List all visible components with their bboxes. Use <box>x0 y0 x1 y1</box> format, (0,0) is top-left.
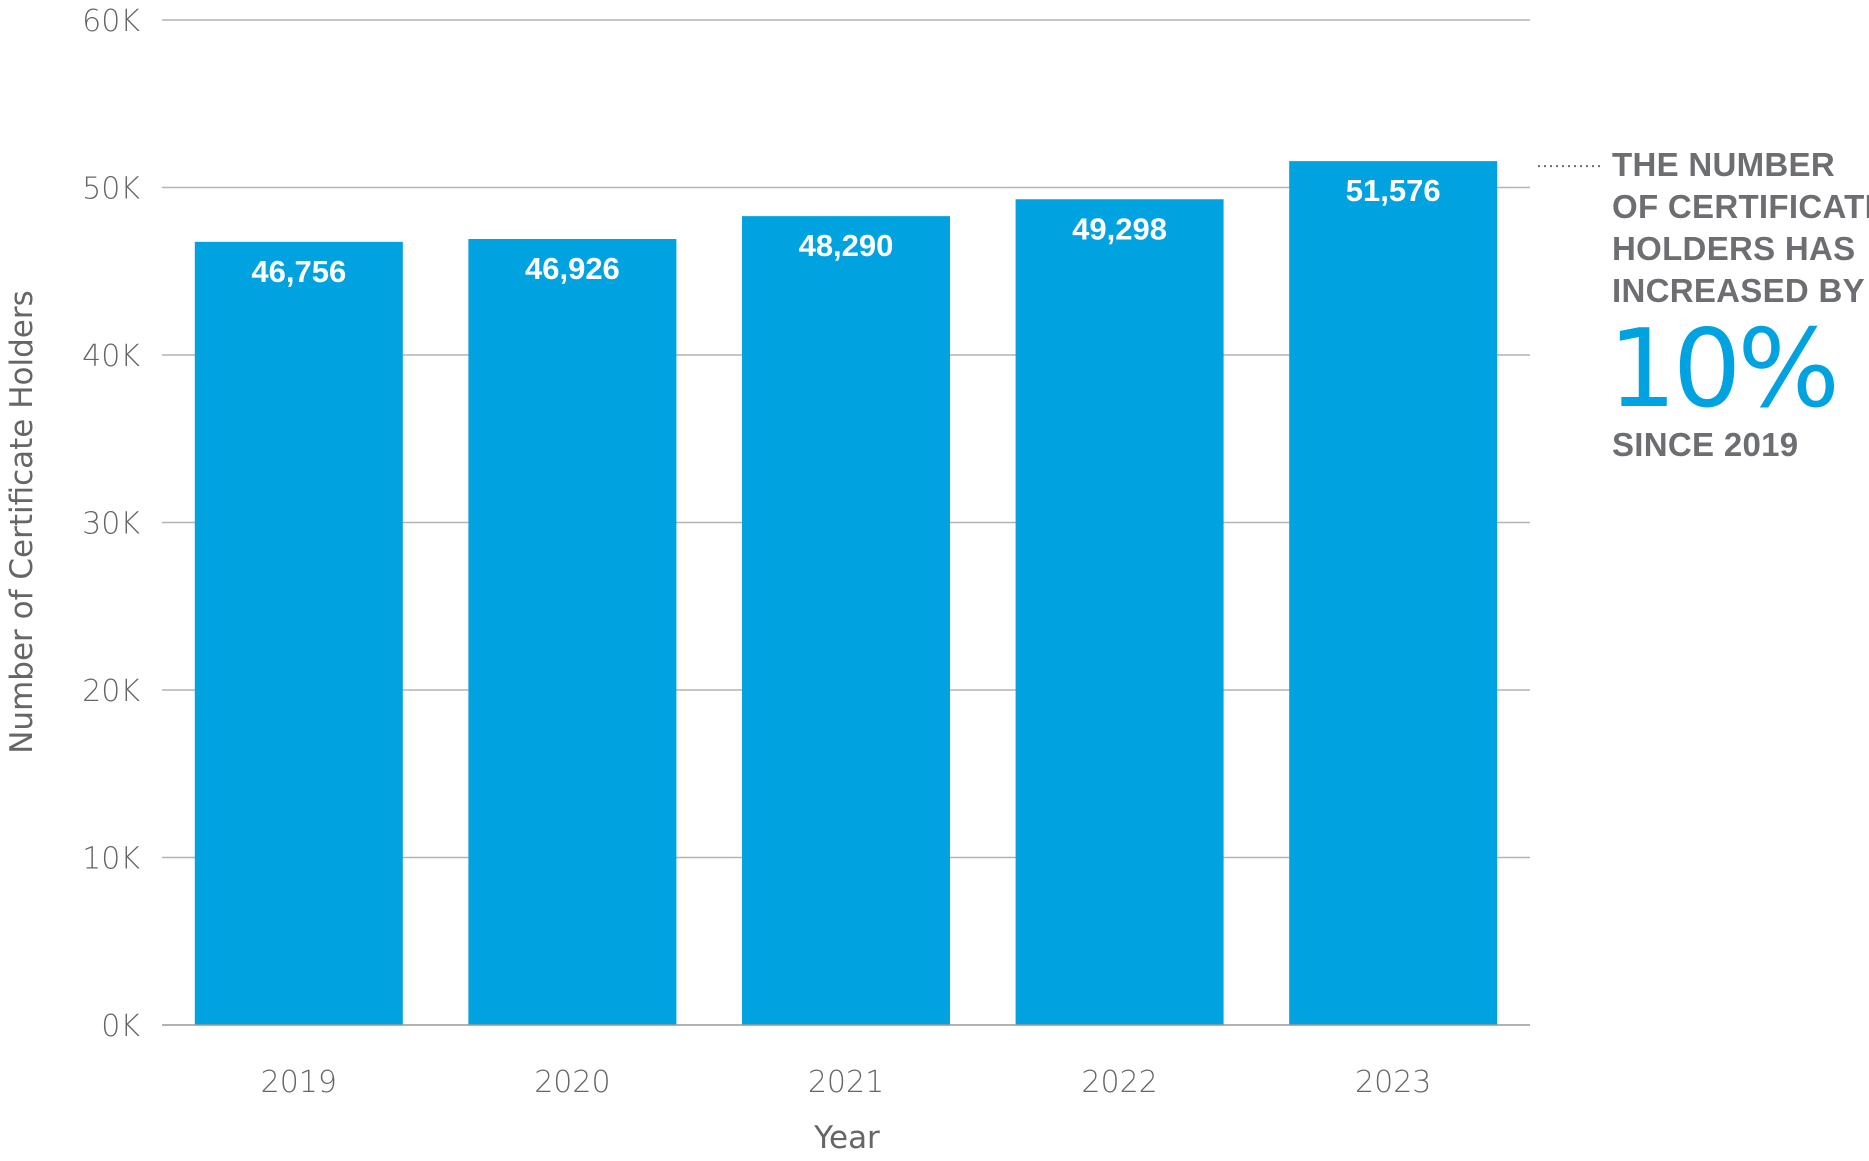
x-tick-label: 2023 <box>1355 1065 1431 1100</box>
y-tick-label: 10K <box>82 842 140 877</box>
x-axis-title: Year <box>813 1120 880 1156</box>
bar-value-label: 48,290 <box>799 228 894 263</box>
callout-line-4: INCREASED BY <box>1612 272 1865 309</box>
x-tick-label: 2021 <box>808 1065 884 1100</box>
bar-value-label: 46,926 <box>525 251 620 286</box>
y-axis-title: Number of Certificate Holders <box>4 290 40 754</box>
callout-line-2: OF CERTIFICATE <box>1612 188 1869 225</box>
x-axis-ticks: 2019 2020 2021 2022 2023 <box>261 1065 1432 1100</box>
bar-2023 <box>1289 161 1498 1026</box>
callout-line-1: THE NUMBER <box>1612 146 1835 183</box>
bar-value-label: 51,576 <box>1346 173 1441 208</box>
bar-2021 <box>742 216 950 1025</box>
y-tick-label: 20K <box>82 674 140 709</box>
y-tick-label: 30K <box>82 507 140 542</box>
callout-percentage: 10% <box>1608 307 1840 432</box>
y-tick-label: 0K <box>101 1009 140 1044</box>
y-tick-label: 40K <box>82 339 140 374</box>
bar-value-label: 49,298 <box>1072 211 1167 246</box>
callout-annotation: THE NUMBER OF CERTIFICATE HOLDERS HAS IN… <box>1608 144 1869 466</box>
x-tick-label: 2020 <box>534 1065 610 1100</box>
x-tick-label: 2022 <box>1081 1065 1157 1100</box>
y-tick-label: 60K <box>82 4 140 39</box>
bars: 46,756 46,926 48,290 49,298 51,576 <box>194 161 1498 1026</box>
x-tick-label: 2019 <box>261 1065 337 1100</box>
callout-since: SINCE 2019 <box>1612 426 1799 463</box>
bar-2020 <box>468 238 677 1025</box>
y-axis-ticks: 0K 10K 20K 30K 40K 50K 60K <box>82 4 140 1044</box>
y-tick-label: 50K <box>82 172 140 207</box>
bar-value-label: 46,756 <box>251 254 346 289</box>
bar-2022 <box>1015 199 1224 1026</box>
bar-2019 <box>194 241 403 1025</box>
callout-line-3: HOLDERS HAS <box>1612 230 1856 267</box>
